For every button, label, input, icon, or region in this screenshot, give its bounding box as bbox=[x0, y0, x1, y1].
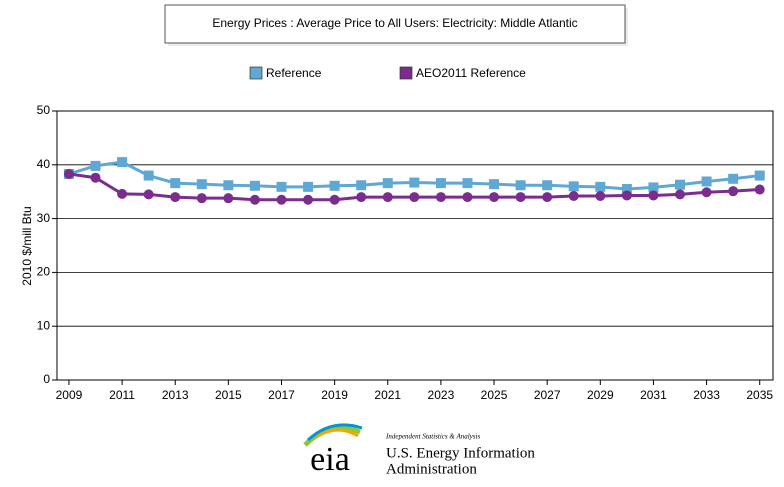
x-tick-label: 2029 bbox=[587, 388, 614, 402]
y-tick-label: 40 bbox=[37, 157, 51, 171]
x-tick-label: 2017 bbox=[268, 388, 295, 402]
marker bbox=[489, 179, 500, 190]
x-tick-label: 2013 bbox=[162, 388, 189, 402]
marker bbox=[515, 180, 526, 191]
marker bbox=[276, 181, 287, 192]
marker bbox=[170, 192, 181, 203]
marker bbox=[170, 178, 181, 189]
y-tick-label: 50 bbox=[37, 103, 51, 117]
y-tick-label: 30 bbox=[37, 211, 51, 225]
marker bbox=[196, 193, 207, 204]
x-tick-label: 2023 bbox=[428, 388, 455, 402]
marker bbox=[754, 170, 765, 181]
marker bbox=[701, 176, 712, 187]
title-frame bbox=[164, 4, 626, 44]
marker bbox=[249, 194, 260, 205]
marker bbox=[568, 181, 579, 192]
marker bbox=[196, 179, 207, 190]
marker bbox=[90, 172, 101, 183]
marker bbox=[223, 180, 234, 191]
plot-area bbox=[56, 110, 774, 381]
x-tick-label: 2033 bbox=[693, 388, 720, 402]
marker bbox=[143, 170, 154, 181]
x-tick-label: 2009 bbox=[56, 388, 83, 402]
chart-title: Energy Prices : Average Price to All Use… bbox=[212, 16, 577, 30]
legend-swatch bbox=[249, 66, 263, 80]
x-tick-label: 2019 bbox=[321, 388, 348, 402]
y-axis-label: 2010 $/mill Btu bbox=[20, 206, 34, 285]
logo-line: Administration bbox=[386, 461, 477, 477]
y-tick-label: 20 bbox=[37, 265, 51, 279]
marker bbox=[648, 182, 659, 193]
marker bbox=[595, 181, 606, 192]
marker bbox=[409, 177, 420, 188]
marker bbox=[515, 192, 526, 203]
marker bbox=[542, 180, 553, 191]
legend-swatch bbox=[399, 66, 413, 80]
x-tick-label: 2031 bbox=[640, 388, 667, 402]
logo-arc bbox=[317, 428, 359, 438]
marker bbox=[90, 160, 101, 171]
marker bbox=[409, 192, 420, 203]
marker bbox=[701, 187, 712, 198]
marker bbox=[63, 168, 74, 179]
marker bbox=[382, 192, 393, 203]
logo-arc bbox=[306, 423, 363, 442]
marker bbox=[329, 180, 340, 191]
legend-label: AEO2011 Reference bbox=[416, 66, 526, 80]
legend-label: Reference bbox=[266, 66, 322, 80]
marker bbox=[542, 192, 553, 203]
marker bbox=[356, 192, 367, 203]
marker bbox=[621, 190, 632, 201]
x-tick-label: 2035 bbox=[746, 388, 773, 402]
marker bbox=[489, 192, 500, 203]
marker bbox=[276, 194, 287, 205]
y-tick-label: 0 bbox=[43, 372, 50, 386]
marker bbox=[754, 184, 765, 195]
x-tick-label: 2015 bbox=[215, 388, 242, 402]
logo-line: U.S. Energy Information bbox=[386, 445, 535, 461]
marker bbox=[117, 188, 128, 199]
logo-tagline: Independent Statistics & Analysis bbox=[385, 433, 480, 441]
marker bbox=[329, 194, 340, 205]
marker bbox=[223, 193, 234, 204]
x-tick-label: 2011 bbox=[109, 388, 135, 402]
marker bbox=[143, 189, 154, 200]
marker bbox=[356, 180, 367, 191]
marker bbox=[435, 192, 446, 203]
marker bbox=[462, 192, 473, 203]
x-tick-label: 2025 bbox=[481, 388, 508, 402]
marker bbox=[249, 180, 260, 191]
marker bbox=[303, 194, 314, 205]
y-tick-label: 10 bbox=[37, 318, 51, 332]
marker bbox=[675, 189, 686, 200]
marker bbox=[728, 173, 739, 184]
x-tick-label: 2027 bbox=[534, 388, 561, 402]
marker bbox=[435, 178, 446, 189]
marker bbox=[117, 157, 128, 168]
marker bbox=[382, 178, 393, 189]
logo: eia Independent Statistics & Analysis U.… bbox=[303, 423, 535, 478]
marker bbox=[303, 181, 314, 192]
marker bbox=[462, 178, 473, 189]
marker bbox=[595, 191, 606, 202]
x-tick-label: 2021 bbox=[374, 388, 401, 402]
marker bbox=[728, 186, 739, 197]
marker bbox=[675, 179, 686, 190]
marker bbox=[568, 191, 579, 202]
marker bbox=[621, 184, 632, 195]
marker bbox=[648, 190, 659, 201]
logo-mark: eia bbox=[310, 441, 350, 478]
